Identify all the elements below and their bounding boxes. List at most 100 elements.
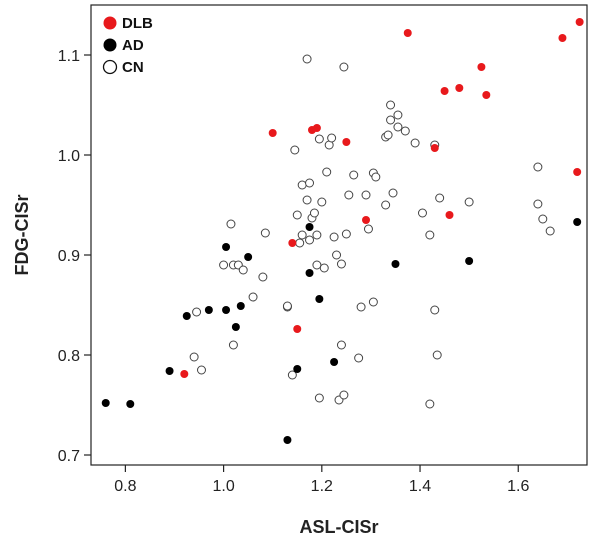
point-ad xyxy=(283,436,292,444)
point-ad xyxy=(231,323,240,331)
point-ad xyxy=(573,218,582,226)
point-cn xyxy=(282,301,292,311)
plot-frame xyxy=(90,4,588,466)
point-cn xyxy=(386,100,396,110)
point-cn xyxy=(314,393,324,403)
y-tick-label: 1.0 xyxy=(58,148,80,165)
point-ad xyxy=(315,295,324,303)
point-cn xyxy=(354,353,364,363)
point-ad xyxy=(236,302,245,310)
point-cn xyxy=(260,228,270,238)
y-tick-label: 1.1 xyxy=(58,48,80,65)
y-tick-label: 0.8 xyxy=(58,348,80,365)
x-tick-label: 1.0 xyxy=(212,478,234,495)
point-dlb xyxy=(268,129,277,137)
point-dlb xyxy=(312,124,321,132)
point-dlb xyxy=(180,370,189,378)
point-cn xyxy=(368,297,378,307)
point-dlb xyxy=(440,87,449,95)
point-cn xyxy=(297,230,307,240)
point-cn xyxy=(297,180,307,190)
legend: DLB AD CN xyxy=(102,15,153,76)
legend-marker-dlb xyxy=(103,16,117,30)
point-cn xyxy=(356,302,366,312)
point-ad xyxy=(222,243,231,251)
point-ad xyxy=(101,399,110,407)
point-cn xyxy=(317,197,327,207)
point-cn xyxy=(312,260,322,270)
point-cn xyxy=(312,230,322,240)
point-cn xyxy=(344,190,354,200)
point-dlb xyxy=(288,239,297,247)
point-cn xyxy=(393,122,403,132)
point-ad xyxy=(330,358,339,366)
point-ad xyxy=(391,260,400,268)
y-tick-label: 0.7 xyxy=(58,448,80,465)
point-cn xyxy=(435,193,445,203)
point-cn xyxy=(219,260,229,270)
point-cn xyxy=(314,134,324,144)
point-cn xyxy=(322,167,332,177)
point-cn xyxy=(371,172,381,182)
point-cn xyxy=(302,195,312,205)
point-dlb xyxy=(445,211,454,219)
point-cn xyxy=(432,350,442,360)
point-ad xyxy=(204,306,213,314)
point-cn xyxy=(309,208,319,218)
y-axis: 0.7 0.8 0.9 1.0 1.1 xyxy=(58,48,91,465)
point-cn xyxy=(464,197,474,207)
y-axis-title: FDG-CISr xyxy=(12,195,32,276)
y-tick-label: 0.9 xyxy=(58,248,80,265)
point-cn xyxy=(287,370,297,380)
point-cn xyxy=(196,365,206,375)
point-dlb xyxy=(573,168,582,176)
point-cn xyxy=(533,199,543,209)
point-cn xyxy=(430,305,440,315)
point-ad xyxy=(293,365,302,373)
point-dlb xyxy=(342,138,351,146)
point-cn xyxy=(292,210,302,220)
point-cn xyxy=(410,138,420,148)
point-cn xyxy=(327,133,337,143)
point-cn xyxy=(400,126,410,136)
point-cn xyxy=(349,170,359,180)
point-cn xyxy=(361,190,371,200)
point-cn xyxy=(305,178,315,188)
point-cn xyxy=(538,214,548,224)
point-cn xyxy=(302,54,312,64)
point-cn xyxy=(339,62,349,72)
x-tick-label: 0.8 xyxy=(114,478,136,495)
x-axis: 0.8 1.0 1.2 1.4 1.6 xyxy=(114,465,529,495)
point-cn xyxy=(393,110,403,120)
point-cn xyxy=(336,259,346,269)
point-dlb xyxy=(575,18,584,26)
point-dlb xyxy=(293,325,302,333)
legend-marker-cn xyxy=(102,59,118,75)
x-tick-label: 1.6 xyxy=(507,478,529,495)
legend-label-ad: AD xyxy=(122,37,144,54)
point-cn xyxy=(258,272,268,282)
point-cn xyxy=(383,130,393,140)
point-dlb xyxy=(455,84,464,92)
point-cn xyxy=(545,226,555,236)
point-dlb xyxy=(403,29,412,37)
point-cn xyxy=(336,340,346,350)
point-cn xyxy=(319,263,329,273)
point-cn xyxy=(341,229,351,239)
x-tick-label: 1.2 xyxy=(311,478,333,495)
point-cn xyxy=(226,219,236,229)
point-cn xyxy=(425,399,435,409)
point-cn xyxy=(332,250,342,260)
point-cn xyxy=(533,162,543,172)
point-ad xyxy=(182,312,191,320)
point-cn xyxy=(381,200,391,210)
point-dlb xyxy=(477,63,486,71)
point-dlb xyxy=(558,34,567,42)
legend-label-cn: CN xyxy=(122,59,144,76)
point-dlb xyxy=(482,91,491,99)
x-tick-label: 1.4 xyxy=(409,478,431,495)
legend-label-dlb: DLB xyxy=(122,15,153,32)
point-cn xyxy=(192,307,202,317)
point-cn xyxy=(363,224,373,234)
